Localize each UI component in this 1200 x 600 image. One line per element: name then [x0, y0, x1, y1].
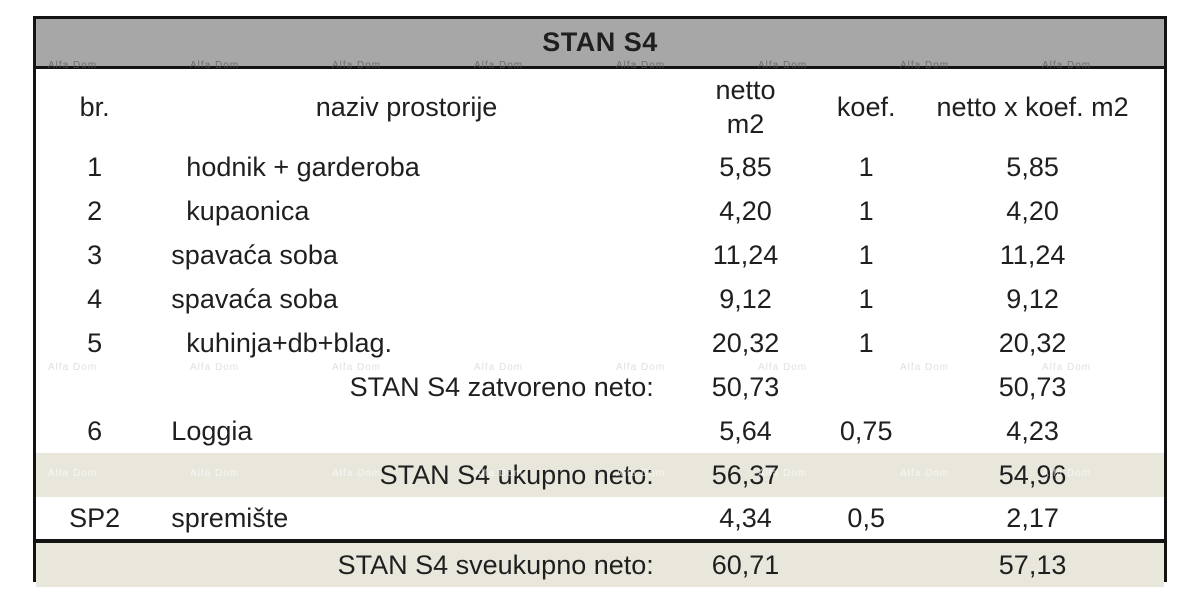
room-row-5: 5 kuhinja+db+blag. 20,32 1 20,32: [36, 321, 1164, 365]
netto-koef-value: 9,12: [1006, 283, 1059, 314]
room-number: 6: [87, 415, 103, 446]
koef-value: 1: [858, 195, 874, 226]
netto-value: 20,32: [711, 327, 780, 358]
room-number: 4: [87, 283, 103, 314]
col-header-netto-koef: netto x koef. m2: [936, 92, 1129, 122]
netto-value: 4,34: [719, 502, 772, 533]
room-number: 2: [87, 195, 103, 226]
room-row-4: 4 spavaća soba 9,12 1 9,12: [36, 277, 1164, 321]
subtotal-row-5: STAN S4 zatvoreno neto: 50,73 50,73: [36, 365, 1164, 409]
room-row-SP2: SP2 spremište 4,34 0,5 2,17: [36, 497, 1164, 541]
subtotal-row-7: STAN S4 ukupno neto: 56,37 54,96: [36, 453, 1164, 497]
room-name: spremište: [171, 502, 289, 533]
netto-value: 11,24: [712, 239, 779, 270]
room-number: SP2: [69, 502, 121, 533]
subtotal-netto-koef: 54,96: [998, 459, 1067, 490]
room-number: 5: [87, 327, 103, 358]
koef-value: 1: [858, 151, 874, 182]
room-row-6: 6 Loggia 5,64 0,75 4,23: [36, 409, 1164, 453]
room-name: hodnik + garderoba: [171, 151, 420, 182]
koef-value: 1: [858, 327, 874, 358]
room-name: kupaonica: [171, 195, 310, 226]
room-name: spavaća soba: [171, 239, 338, 270]
subtotal-koef: [831, 365, 901, 409]
netto-koef-value: 20,32: [998, 327, 1067, 358]
subtotal-row-9: STAN S4 sveukupno neto: 60,71 57,13: [36, 539, 1164, 587]
subtotal-netto: 56,37: [711, 459, 780, 490]
col-header-br: br.: [79, 92, 110, 122]
subtotal-koef: [831, 539, 902, 587]
room-row-1: 1 hodnik + garderoba 5,85 1 5,85: [36, 145, 1164, 189]
area-table-sheet: STAN S4 br. naziv prostorije netto m2 koe…: [33, 16, 1167, 587]
subtotal-netto-koef: 57,13: [901, 539, 1164, 587]
netto-koef-value: 4,23: [1006, 415, 1059, 446]
koef-value: 0,75: [839, 415, 893, 446]
koef-value: 1: [858, 283, 874, 314]
room-area-table: br. naziv prostorije netto m2 koef. netto…: [36, 69, 1164, 587]
subtotal-koef: [831, 453, 901, 497]
room-name: kuhinja+db+blag.: [171, 327, 392, 358]
room-row-3: 3 spavaća soba 11,24 1 11,24: [36, 233, 1164, 277]
col-header-naziv: naziv prostorije: [315, 92, 498, 122]
netto-koef-value: 11,24: [999, 239, 1066, 270]
column-header-row: br. naziv prostorije netto m2 koef. netto…: [36, 69, 1164, 145]
netto-value: 4,20: [719, 195, 772, 226]
subtotal-netto: 60,71: [659, 539, 832, 587]
room-name: Loggia: [171, 415, 253, 446]
col-header-koef: koef.: [836, 92, 896, 122]
room-number: 3: [87, 239, 103, 270]
netto-koef-value: 5,85: [1006, 151, 1059, 182]
subtotal-netto: 50,73: [711, 371, 780, 402]
netto-value: 5,64: [719, 415, 772, 446]
netto-koef-value: 4,20: [1006, 195, 1059, 226]
koef-value: 1: [858, 239, 874, 270]
subtotal-label: STAN S4 ukupno neto:: [379, 459, 654, 490]
subtotal-netto-koef: 50,73: [998, 371, 1067, 402]
table-title-bar: STAN S4: [36, 19, 1164, 69]
netto-value: 5,85: [719, 151, 772, 182]
netto-value: 9,12: [719, 283, 772, 314]
table-title: STAN S4: [542, 27, 658, 57]
room-row-2: 2 kupaonica 4,20 1 4,20: [36, 189, 1164, 233]
col-header-netto: netto m2: [715, 75, 776, 139]
subtotal-label: STAN S4 sveukupno neto:: [36, 539, 660, 587]
room-number: 1: [87, 151, 103, 182]
netto-koef-value: 2,17: [1006, 502, 1059, 533]
koef-value: 0,5: [847, 502, 885, 533]
subtotal-label: STAN S4 zatvoreno neto:: [349, 371, 654, 402]
room-name: spavaća soba: [171, 283, 338, 314]
